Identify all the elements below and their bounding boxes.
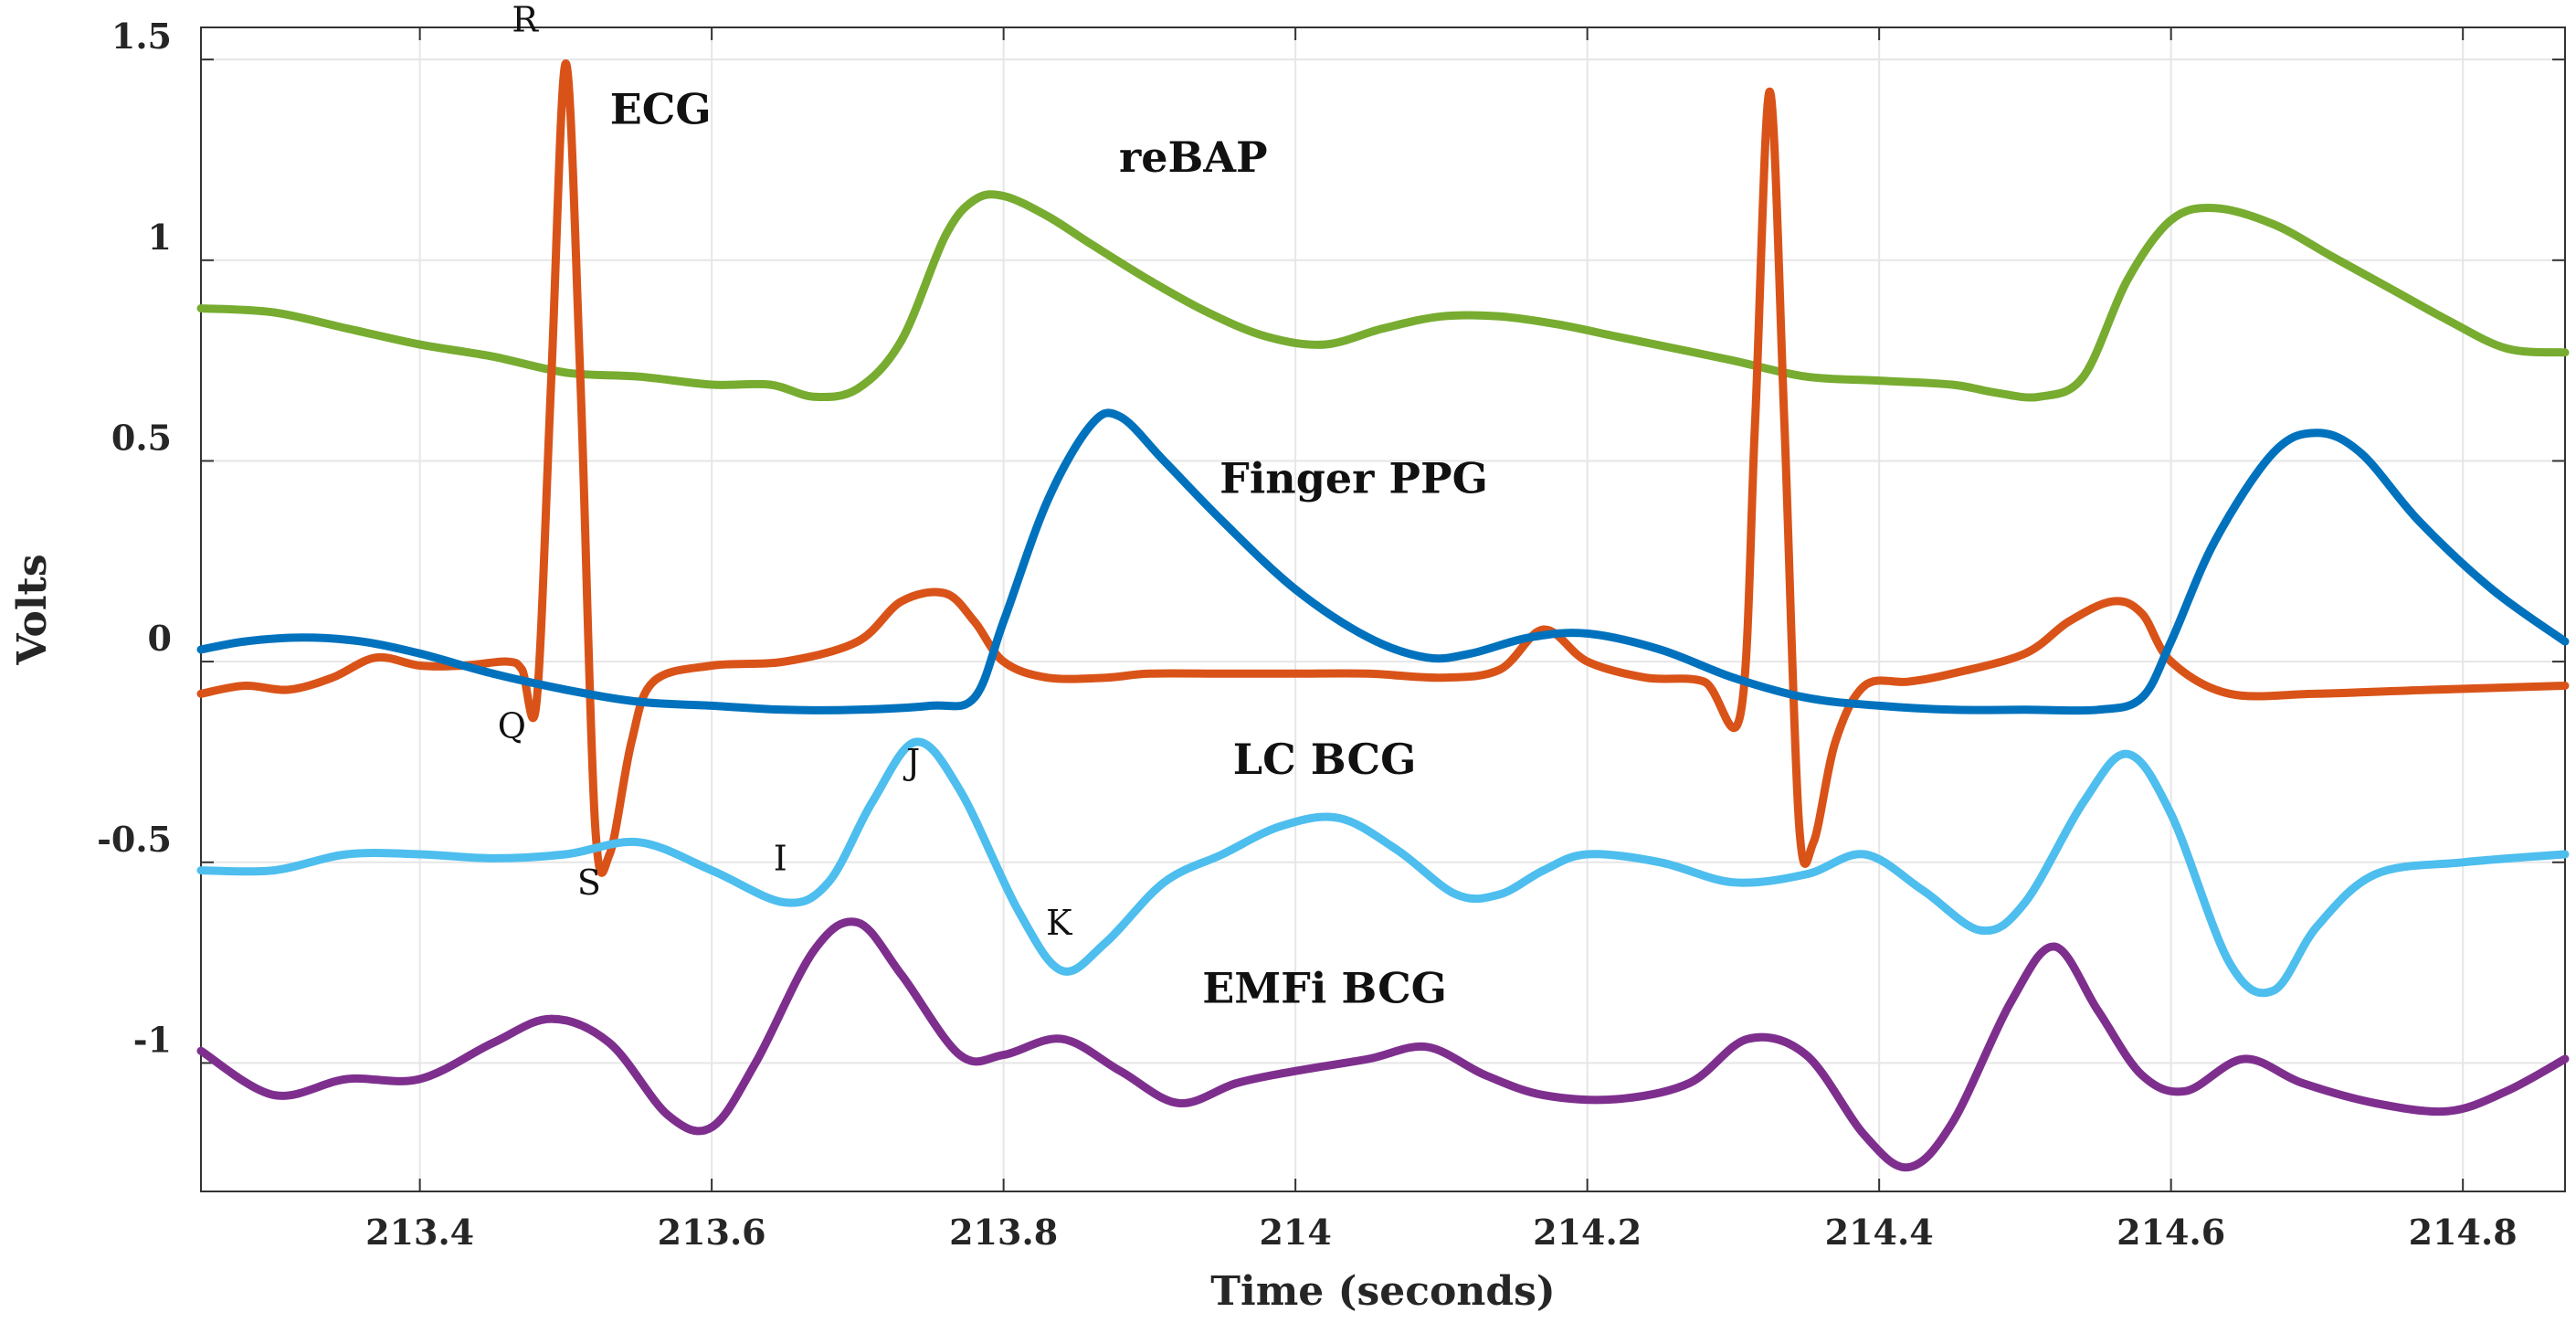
x-tick-label: 214.6 bbox=[2117, 1212, 2225, 1253]
series-label-emfi-bcg: EMFi BCG bbox=[1202, 964, 1447, 1013]
series-labels: reBAP ECG Finger PPG LC BCG EMFi BCG bbox=[610, 84, 1488, 1012]
annotation-k: K bbox=[1046, 903, 1072, 943]
annotation-r: R bbox=[512, 0, 539, 39]
y-tick-label: 0.5 bbox=[111, 417, 172, 458]
series-label-finger-ppg: Finger PPG bbox=[1219, 454, 1488, 503]
x-tick-labels: 213.4 213.6 213.8 214 214.2 214.4 214.6 214.8 bbox=[365, 1212, 2518, 1253]
series-label-lc-bcg: LC BCG bbox=[1233, 735, 1417, 784]
y-tick-label: -1 bbox=[133, 1019, 172, 1060]
point-annotations: R Q S I J K bbox=[498, 0, 1072, 943]
axis-ticks bbox=[201, 27, 2565, 1191]
series-label-ecg: ECG bbox=[610, 84, 712, 133]
series-line-finger-ppg bbox=[196, 408, 2570, 715]
x-tick-label: 214.4 bbox=[1825, 1212, 1934, 1253]
grid bbox=[201, 27, 2565, 1191]
y-axis-title: Volts bbox=[9, 554, 56, 665]
x-tick-label: 213.8 bbox=[949, 1212, 1058, 1253]
x-tick-label: 213.4 bbox=[365, 1212, 474, 1253]
x-tick-label: 213.6 bbox=[658, 1212, 766, 1253]
y-tick-label: -0.5 bbox=[97, 819, 172, 860]
series-line-rebap bbox=[196, 190, 2570, 402]
series-line-emfi-bcg bbox=[196, 917, 2570, 1172]
x-tick-label: 214 bbox=[1259, 1212, 1331, 1253]
plot-frame bbox=[200, 26, 2566, 1192]
series-label-rebap: reBAP bbox=[1119, 132, 1268, 182]
x-tick-label: 214.2 bbox=[1533, 1212, 1642, 1253]
y-tick-label: 0 bbox=[148, 618, 172, 659]
series-lines bbox=[196, 59, 2570, 1172]
annotation-q: Q bbox=[498, 706, 526, 746]
y-tick-label: 1.5 bbox=[111, 16, 172, 57]
x-axis-title: Time (seconds) bbox=[1210, 1268, 1555, 1315]
series-line-ecg bbox=[196, 59, 2570, 877]
annotation-j: J bbox=[903, 742, 920, 782]
annotation-s: S bbox=[577, 863, 601, 903]
x-tick-label: 214.8 bbox=[2409, 1212, 2518, 1253]
series-line-lc-bcg bbox=[196, 737, 2570, 998]
y-tick-label: 1 bbox=[148, 217, 172, 258]
annotation-i: I bbox=[774, 839, 787, 879]
y-tick-labels: 1.5 1 0.5 0 -0.5 -1 bbox=[97, 16, 172, 1060]
